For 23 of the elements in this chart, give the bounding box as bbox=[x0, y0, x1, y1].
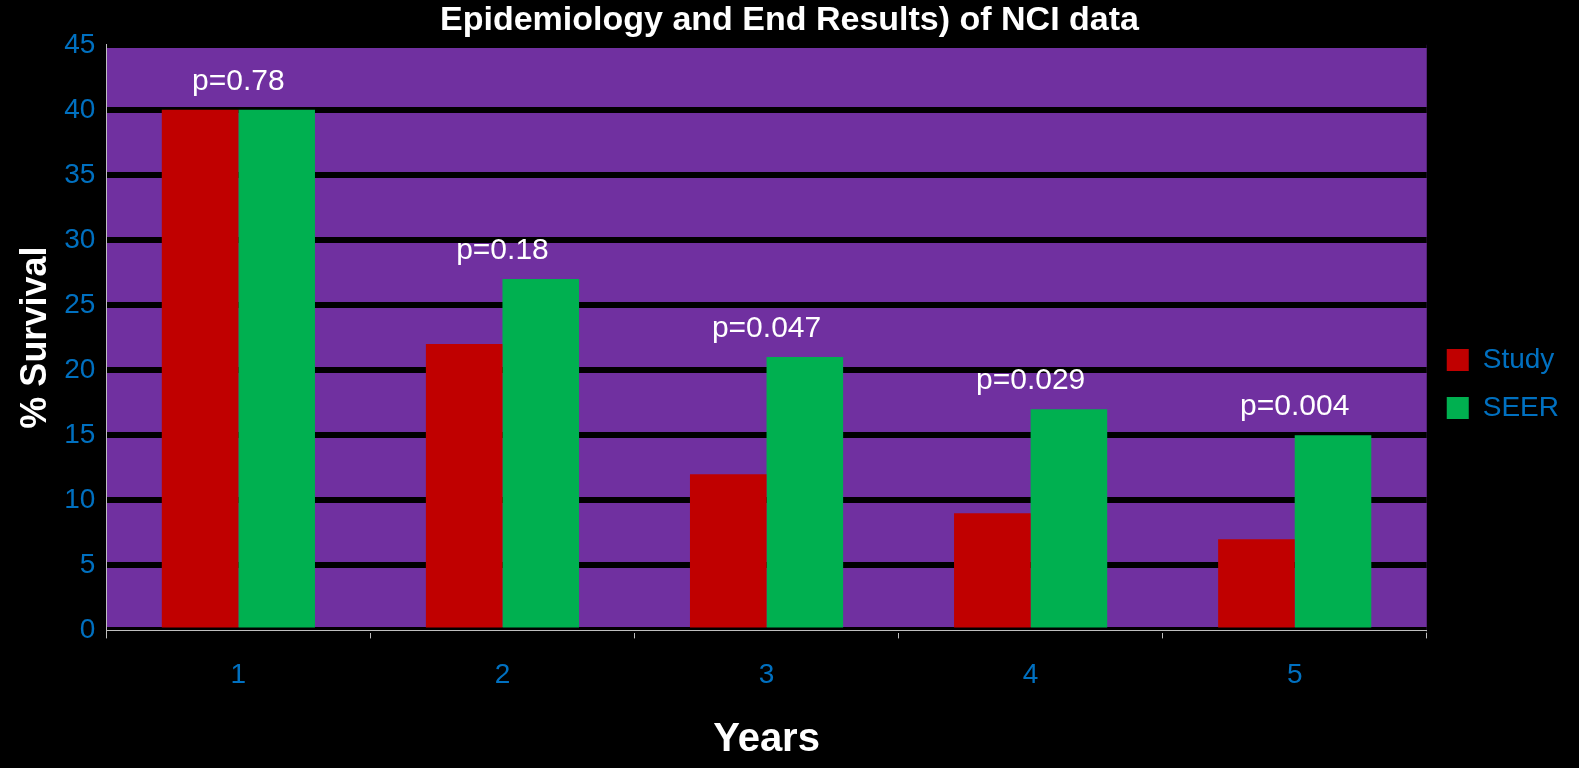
y-tick-label: 35 bbox=[64, 157, 96, 189]
chart-title: Epidemiology and End Results) of NCI data bbox=[440, 0, 1141, 37]
x-axis-title: Years bbox=[713, 715, 820, 760]
y-tick-label: 25 bbox=[64, 287, 96, 319]
x-tick-label: 4 bbox=[1022, 657, 1039, 689]
annotation: p=0.004 bbox=[1240, 388, 1350, 422]
x-tick-label: 3 bbox=[758, 657, 775, 689]
legend-label: SEER bbox=[1482, 390, 1559, 422]
x-tick-label: 5 bbox=[1286, 657, 1303, 689]
y-tick-label: 20 bbox=[64, 352, 96, 384]
legend-label: Study bbox=[1482, 342, 1555, 374]
y-tick-label: 5 bbox=[79, 548, 96, 580]
y-axis-title: % Survival bbox=[12, 246, 54, 429]
y-tick-label: 30 bbox=[64, 222, 96, 254]
y-tick-label: 45 bbox=[64, 27, 96, 59]
x-tick-label: 1 bbox=[230, 657, 247, 689]
y-tick-label: 0 bbox=[79, 613, 96, 645]
annotation: p=0.78 bbox=[192, 63, 285, 97]
y-tick-label: 40 bbox=[64, 92, 96, 124]
x-tick-label: 2 bbox=[494, 657, 511, 689]
y-tick-label: 15 bbox=[64, 417, 96, 449]
annotation: p=0.047 bbox=[711, 310, 822, 344]
y-tick-label: 10 bbox=[64, 482, 96, 514]
